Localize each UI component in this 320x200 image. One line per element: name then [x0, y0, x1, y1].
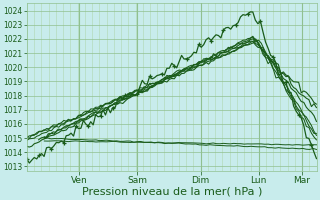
X-axis label: Pression niveau de la mer( hPa ): Pression niveau de la mer( hPa ) — [82, 187, 262, 197]
